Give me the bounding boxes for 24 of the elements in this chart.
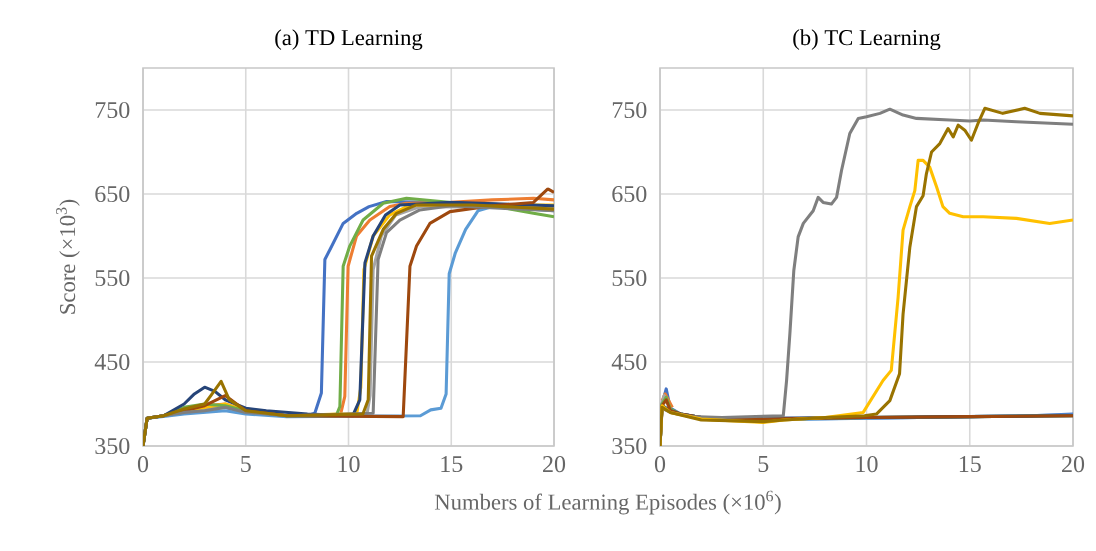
- y-tick-label: 350: [612, 437, 647, 455]
- x-tick-label: 5: [241, 456, 251, 472]
- chart-title: (a) TD Learning: [275, 29, 423, 50]
- x-tick-label: 0: [137, 456, 149, 473]
- y-tick-label: 550: [612, 269, 647, 287]
- y-tick-label: 550: [95, 269, 130, 287]
- x-tick-label: 15: [959, 456, 981, 473]
- x-tick-label: 10: [856, 456, 878, 473]
- y-tick-label: 750: [612, 101, 647, 119]
- x-tick-label: 10: [338, 456, 360, 473]
- x-tick-label: 20: [543, 456, 566, 473]
- x-tick-label: 5: [758, 456, 769, 472]
- y-tick-label: 450: [94, 353, 130, 371]
- x-axis-title: Numbers of Learning Episodes (×10$^{6}$): [434, 490, 781, 515]
- y-axis-title: Score (×10$^{3}$): [56, 199, 80, 314]
- x-tick-label: 20: [1062, 456, 1085, 473]
- x-tick-label: 15: [441, 456, 463, 473]
- y-tick-label: 750: [95, 101, 130, 119]
- y-tick-label: 650: [95, 185, 130, 203]
- chart-title: (b) TC Learning: [793, 29, 941, 50]
- x-tick-label: 0: [654, 456, 666, 473]
- y-tick-label: 450: [611, 353, 647, 371]
- y-tick-label: 350: [95, 437, 130, 455]
- y-tick-label: 650: [612, 185, 647, 203]
